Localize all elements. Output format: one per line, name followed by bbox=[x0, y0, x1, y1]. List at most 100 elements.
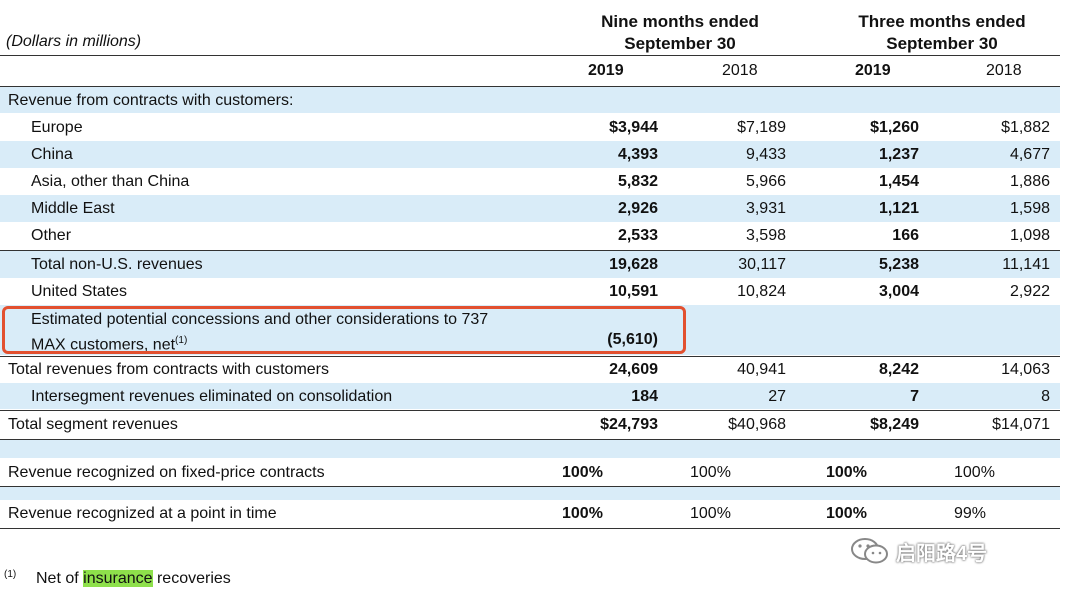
cell: 1,454 bbox=[878, 173, 919, 190]
cell: 5,832 bbox=[617, 173, 658, 190]
cell: 27 bbox=[768, 388, 786, 405]
cell: 3,004 bbox=[878, 283, 919, 300]
table-row: United States 10,591 10,824 3,004 2,922 bbox=[0, 278, 1060, 305]
row-label: Intersegment revenues eliminated on cons… bbox=[31, 388, 393, 405]
cell: 1,098 bbox=[1009, 227, 1050, 244]
percent-rule-2 bbox=[0, 528, 1060, 529]
cell: $1,882 bbox=[1001, 119, 1050, 136]
max-concessions-value: (5,610) bbox=[607, 331, 658, 348]
nine-months-header-line2: September 30 bbox=[624, 34, 736, 53]
cell: $7,189 bbox=[737, 119, 786, 136]
footnote-highlight: insurance bbox=[83, 570, 153, 587]
subtotal-rule bbox=[0, 250, 1060, 251]
cell: 3,598 bbox=[745, 227, 786, 244]
wechat-icon bbox=[850, 536, 890, 566]
cell: $14,071 bbox=[992, 416, 1050, 433]
cell: 30,117 bbox=[738, 256, 786, 273]
footnote-post: recoveries bbox=[152, 570, 231, 587]
cell: 2,926 bbox=[617, 200, 658, 217]
total-rule bbox=[0, 356, 1060, 357]
cell: $1,260 bbox=[870, 119, 919, 136]
table-row: Revenue recognized on fixed-price contra… bbox=[0, 459, 1060, 486]
cell: 8 bbox=[1041, 388, 1050, 405]
row-label: Revenue recognized at a point in time bbox=[8, 505, 277, 522]
year-three-2018: 2018 bbox=[986, 62, 1022, 79]
nine-months-header: Nine months ended September 30 bbox=[560, 11, 800, 55]
cell: 4,677 bbox=[1009, 146, 1050, 163]
percent-rule-1 bbox=[0, 486, 1060, 487]
table-row: Revenue recognized at a point in time 10… bbox=[0, 500, 1060, 527]
footnote-text: Net of insurance recoveries bbox=[36, 570, 231, 588]
cell: 1,886 bbox=[1009, 173, 1050, 190]
table-row: Asia, other than China 5,832 5,966 1,454… bbox=[0, 168, 1060, 195]
cell: 9,433 bbox=[745, 146, 786, 163]
cell: 100% bbox=[562, 464, 603, 481]
three-months-header: Three months ended September 30 bbox=[822, 11, 1062, 55]
header-rule bbox=[0, 55, 1060, 56]
row-label: China bbox=[31, 146, 73, 163]
cell: 100% bbox=[954, 464, 995, 481]
cell: 5,238 bbox=[878, 256, 919, 273]
cell: 7 bbox=[910, 388, 919, 405]
year-rule bbox=[0, 86, 1060, 87]
row-label: Total non-U.S. revenues bbox=[31, 256, 203, 273]
footnote-pre: Net of bbox=[36, 570, 84, 587]
band-middle-east bbox=[0, 195, 1060, 222]
cell: 19,628 bbox=[609, 256, 658, 273]
units-label: (Dollars in millions) bbox=[6, 33, 142, 50]
band-intersegment bbox=[0, 383, 1060, 409]
table-row: Europe $3,944 $7,189 $1,260 $1,882 bbox=[0, 114, 1060, 141]
band-section bbox=[0, 87, 1060, 113]
highlight-box bbox=[2, 306, 686, 354]
segment-bottom-rule bbox=[0, 439, 1060, 440]
table-row: Other 2,533 3,598 166 1,098 bbox=[0, 222, 1060, 249]
row-label: Asia, other than China bbox=[31, 173, 190, 190]
cell: $3,944 bbox=[609, 119, 658, 136]
cell: 11,141 bbox=[1002, 256, 1050, 273]
cell: 5,966 bbox=[745, 173, 786, 190]
year-three-2019: 2019 bbox=[855, 62, 891, 79]
row-label: Total segment revenues bbox=[8, 416, 178, 433]
max-concessions-line2: MAX customers, net bbox=[31, 336, 176, 354]
cell: 40,941 bbox=[737, 361, 786, 378]
max-concessions-line1: Estimated potential concessions and othe… bbox=[31, 311, 489, 328]
row-label: Total revenues from contracts with custo… bbox=[8, 361, 330, 378]
cell: 10,591 bbox=[609, 283, 658, 300]
table-row: Total revenues from contracts with custo… bbox=[0, 356, 1060, 383]
cell: 24,609 bbox=[609, 361, 658, 378]
section-title-row: Revenue from contracts with customers: bbox=[0, 87, 1060, 114]
cell: $24,793 bbox=[600, 416, 658, 433]
row-label: Other bbox=[31, 227, 72, 244]
cell: $40,968 bbox=[728, 416, 786, 433]
cell: 14,063 bbox=[1001, 361, 1050, 378]
row-label: Revenue recognized on fixed-price contra… bbox=[8, 464, 325, 481]
three-months-header-line2: September 30 bbox=[886, 34, 998, 53]
band-total-non-us bbox=[0, 250, 1060, 278]
segment-rule bbox=[0, 410, 1060, 411]
cell: 10,824 bbox=[737, 283, 786, 300]
cell: 2,922 bbox=[1009, 283, 1050, 300]
cell: 1,598 bbox=[1009, 200, 1050, 217]
table-row: Middle East 2,926 3,931 1,121 1,598 bbox=[0, 195, 1060, 222]
footnote-mark: (1) bbox=[4, 569, 17, 580]
section-title: Revenue from contracts with customers: bbox=[8, 92, 294, 109]
cell: 2,533 bbox=[617, 227, 658, 244]
cell: 1,237 bbox=[878, 146, 919, 163]
band-spacer-1 bbox=[0, 440, 1060, 458]
year-nine-2019: 2019 bbox=[588, 62, 624, 79]
band-spacer-2 bbox=[0, 487, 1060, 500]
three-months-header-line1: Three months ended bbox=[858, 12, 1026, 31]
cell: 100% bbox=[562, 505, 603, 522]
table-row: China 4,393 9,433 1,237 4,677 bbox=[0, 141, 1060, 168]
cell: 100% bbox=[690, 505, 731, 522]
cell: 100% bbox=[826, 505, 867, 522]
row-label: Middle East bbox=[31, 200, 115, 217]
cell: 166 bbox=[892, 227, 919, 244]
nine-months-header-line1: Nine months ended bbox=[601, 12, 759, 31]
band-china bbox=[0, 141, 1060, 168]
cell: 100% bbox=[690, 464, 731, 481]
cell: 4,393 bbox=[617, 146, 658, 163]
row-label: United States bbox=[31, 283, 128, 300]
cell: 8,242 bbox=[878, 361, 919, 378]
cell: 184 bbox=[631, 388, 658, 405]
